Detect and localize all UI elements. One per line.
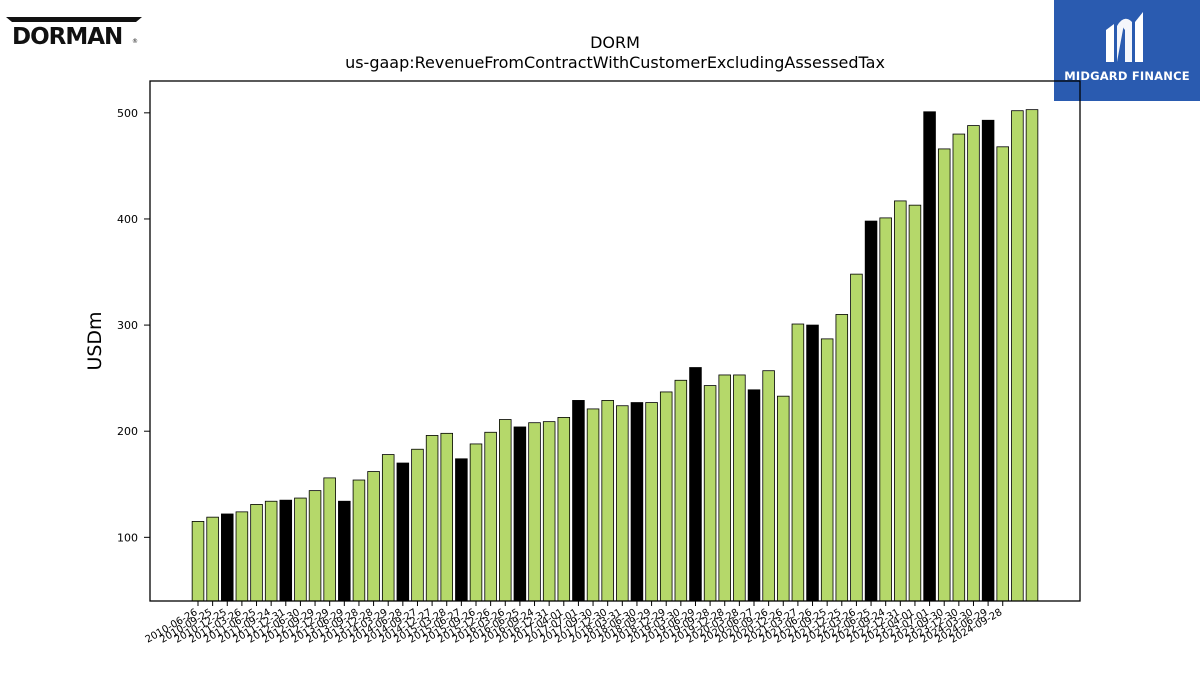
- bar: [864, 220, 878, 602]
- y-tick-label: 500: [117, 107, 138, 120]
- bar: [469, 443, 483, 602]
- bar: [250, 504, 263, 602]
- bar: [777, 395, 790, 602]
- midgard-finance-logo: MIDGARD FINANCE: [1054, 0, 1200, 101]
- midgard-m-icon: [1106, 12, 1143, 62]
- bar: [499, 419, 512, 602]
- bar: [542, 421, 556, 602]
- bar: [996, 146, 1009, 602]
- bar: [674, 379, 688, 602]
- bar: [264, 500, 278, 602]
- bar: [528, 422, 541, 602]
- bar: [601, 400, 614, 602]
- bar: [572, 400, 585, 602]
- bar: [367, 471, 380, 602]
- bar: [221, 513, 234, 602]
- y-tick-label: 200: [117, 425, 138, 438]
- bar: [762, 370, 775, 602]
- midgard-finance-text: MIDGARD FINANCE: [1064, 69, 1190, 83]
- bar: [279, 499, 293, 602]
- bar: [820, 338, 834, 602]
- y-tick-label: 400: [117, 213, 138, 226]
- chart-title: DORM: [590, 33, 640, 52]
- bar: [718, 374, 731, 602]
- y-axis-ticks: 100 200 300 400 500: [117, 107, 150, 544]
- x-axis-ticks: 2010-06-262010-09-252010-12-252011-03-26…: [144, 601, 1004, 646]
- bar: [879, 217, 892, 602]
- svg-text:®: ®: [132, 38, 138, 45]
- bar: [191, 521, 205, 602]
- bar: [703, 385, 717, 602]
- bar: [557, 417, 571, 602]
- bar: [952, 133, 966, 602]
- y-axis-label: USDm: [84, 311, 106, 370]
- bar: [513, 426, 527, 602]
- bar: [616, 405, 629, 602]
- bar: [440, 432, 453, 602]
- bar: [235, 511, 249, 602]
- bar: [967, 125, 980, 602]
- bar: [894, 200, 907, 602]
- bar: [645, 402, 658, 602]
- bar: [1011, 110, 1024, 602]
- plot-frame: [149, 80, 1081, 602]
- bar: [835, 314, 849, 602]
- bar: [850, 273, 863, 602]
- bar: [308, 490, 322, 602]
- bars-group: [191, 109, 1039, 602]
- dorman-logo: DORMAN ®: [6, 17, 142, 46]
- bar: [338, 500, 351, 602]
- bar: [586, 408, 600, 602]
- bar: [411, 448, 424, 602]
- bar: [923, 111, 936, 602]
- bar: [937, 148, 951, 602]
- bar: [352, 479, 366, 602]
- y-tick-label: 300: [117, 319, 138, 332]
- bar: [396, 462, 410, 602]
- bar: [455, 458, 468, 602]
- bar: [1025, 109, 1039, 602]
- bar: [484, 431, 497, 602]
- bar: [323, 477, 336, 602]
- bar: [791, 323, 805, 602]
- bar: [206, 516, 219, 602]
- y-tick-label: 100: [117, 531, 138, 544]
- bar: [908, 204, 922, 602]
- chart-subtitle: us-gaap:RevenueFromContractWithCustomerE…: [345, 53, 885, 72]
- bar: [425, 435, 439, 602]
- bar: [733, 374, 746, 602]
- bar: [747, 389, 761, 602]
- bar: [381, 454, 395, 602]
- bar: [659, 391, 673, 602]
- bar: [806, 324, 819, 602]
- dorman-logo-text: DORMAN: [12, 24, 122, 46]
- bar: [630, 402, 644, 602]
- bar: [981, 119, 995, 602]
- bar: [294, 497, 307, 602]
- bar: [689, 367, 702, 602]
